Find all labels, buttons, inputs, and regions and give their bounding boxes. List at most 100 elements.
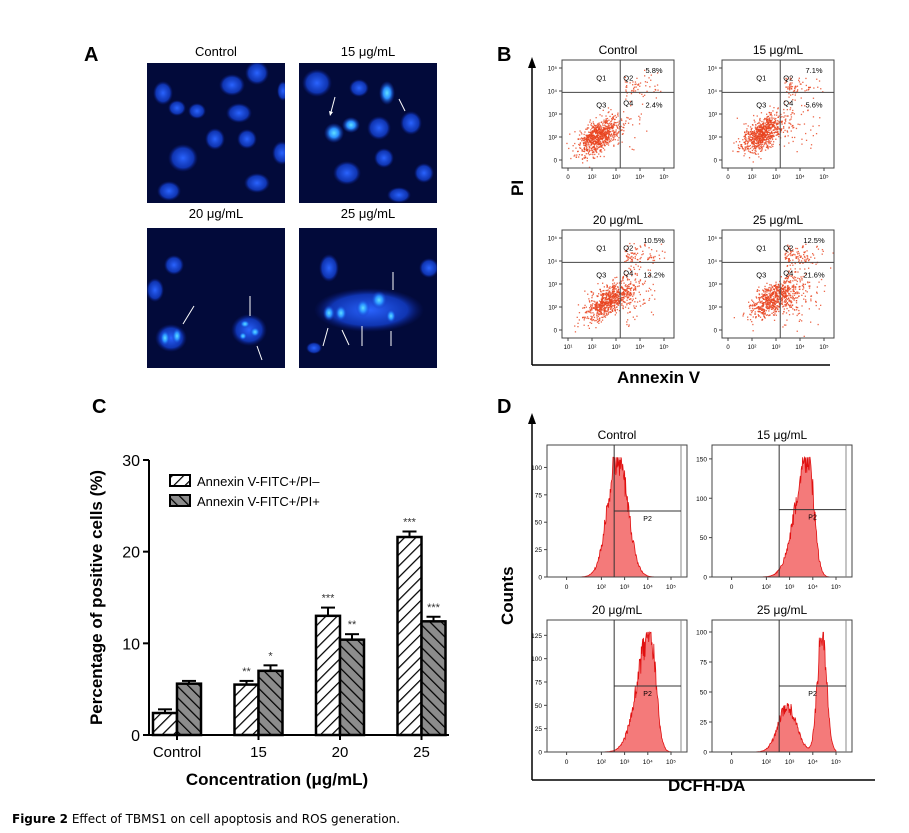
x-tick-label: 10² (762, 759, 772, 766)
cell-dot (781, 293, 783, 296)
cell-dot (752, 124, 754, 126)
cell-dot (588, 134, 591, 136)
cell-dot (796, 314, 798, 317)
cell-dot (598, 308, 601, 311)
cell-dot (773, 290, 775, 292)
cell-dot (786, 86, 788, 88)
cell-dot (617, 121, 619, 123)
cell-dot (752, 152, 754, 154)
cell-dot (772, 123, 775, 125)
micrograph-25 (299, 228, 437, 368)
cell-dot (595, 125, 597, 127)
cell-dot (777, 122, 779, 124)
quadrant-label-q2: Q2 (623, 243, 633, 252)
cell-dot (589, 141, 591, 143)
cell-dot (781, 297, 783, 300)
cell-dot (592, 152, 594, 154)
cell-dot (585, 153, 587, 155)
cell-dot (606, 132, 608, 135)
cell-dot (596, 151, 598, 154)
cell-dot (784, 258, 787, 260)
cell-dot (644, 69, 646, 71)
x-tick-label: 10⁴ (808, 584, 818, 591)
cell-dot (788, 260, 790, 263)
cell-dot (785, 312, 788, 314)
cell-dot (577, 322, 579, 324)
cell-dot (768, 292, 770, 295)
cell-dot (614, 304, 616, 306)
cell-dot (608, 295, 610, 297)
cell-dot (579, 143, 581, 145)
cell-dot (764, 313, 766, 315)
cell-dot (783, 116, 785, 118)
cell-dot (601, 135, 603, 137)
cell-dot (618, 120, 620, 122)
cell-dot (782, 313, 784, 315)
cell-dot (784, 104, 786, 106)
cell-dot (759, 131, 761, 133)
cell-dot (618, 293, 621, 295)
apoptotic-nucleus (323, 305, 335, 321)
cell-dot (773, 302, 775, 304)
cell-dot (587, 149, 589, 151)
cell-dot (774, 307, 776, 309)
cell-dot (581, 150, 583, 152)
cell-dot (786, 298, 788, 300)
cell-dot (580, 147, 582, 149)
cell-dot (792, 293, 794, 295)
cell-dot (763, 119, 765, 121)
cell-dot (792, 296, 794, 299)
cell-dot (574, 325, 576, 327)
cell-dot (624, 273, 626, 276)
cell-dot (815, 304, 817, 307)
cell-dot (761, 300, 763, 302)
cell-dot (798, 77, 800, 79)
cell-dot (774, 293, 776, 295)
cell-dot (607, 301, 609, 303)
cell-dot (778, 121, 780, 123)
cell-dot (778, 302, 780, 304)
cell-dot (643, 298, 645, 301)
quadrant-label-q2: Q2 (783, 73, 793, 82)
cell-dot (596, 145, 598, 147)
legend-label: Annexin V-FITC+/PI– (197, 474, 320, 489)
cell-dot (763, 313, 765, 315)
cell-dot (787, 254, 790, 256)
cell-dot (749, 313, 751, 315)
cell-dot (795, 292, 797, 294)
q4-percent: 21.6% (803, 270, 825, 279)
cell-dot (769, 117, 771, 119)
cell-dot (759, 148, 761, 150)
cell-dot (758, 137, 761, 140)
cell-dot (769, 114, 771, 116)
cell-dot (581, 149, 583, 151)
cell-dot (606, 122, 608, 124)
cell-dot (747, 147, 749, 149)
cell-dot (773, 309, 775, 311)
cell-dot (768, 298, 770, 300)
cell-dot (610, 140, 612, 142)
cell-dot (761, 150, 763, 152)
cell-dot (752, 141, 754, 143)
cell-dot (612, 123, 614, 125)
x-tick-label: 10⁵ (666, 759, 676, 766)
arrow-indicator (341, 329, 350, 346)
cell-dot (603, 122, 605, 124)
cell-dot (767, 121, 769, 123)
cell-dot (788, 258, 790, 260)
apoptotic-nucleus (250, 327, 260, 337)
nucleus (153, 81, 173, 105)
cell-dot (606, 313, 608, 315)
cell-dot (613, 123, 615, 125)
cell-dot (775, 138, 777, 140)
cell-dot (593, 123, 595, 125)
cell-dot (599, 129, 601, 132)
cell-dot (595, 327, 597, 329)
cell-dot (754, 142, 757, 144)
cell-dot (591, 149, 594, 151)
cell-dot (575, 156, 578, 158)
quadrant-label-q1: Q1 (756, 73, 766, 82)
cell-dot (592, 156, 594, 158)
cell-dot (616, 294, 618, 296)
cell-dot (629, 100, 631, 103)
